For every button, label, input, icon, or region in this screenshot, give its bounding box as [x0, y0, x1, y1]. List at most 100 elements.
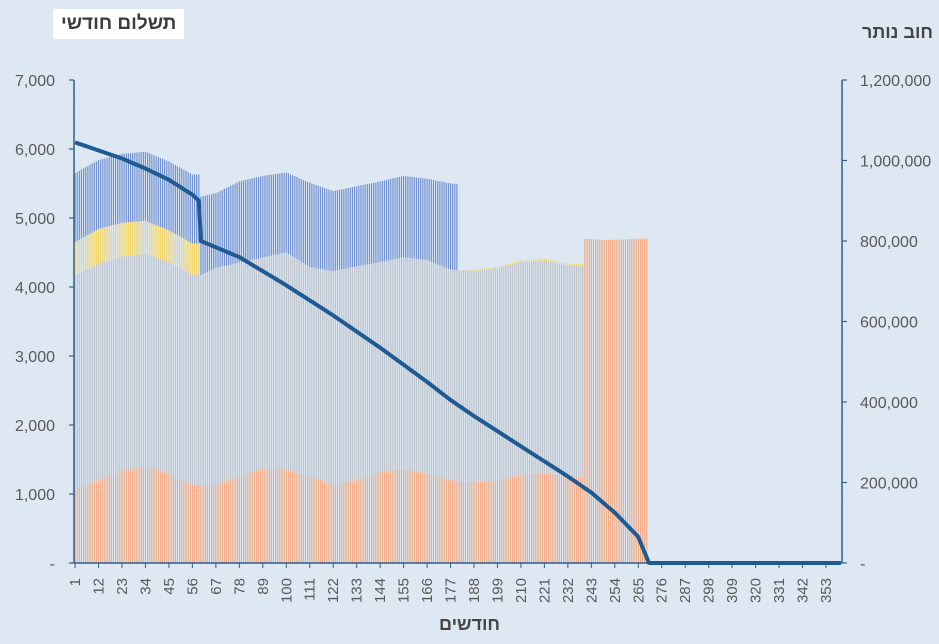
bar-series1-month-91 [266, 468, 268, 563]
bar-series2-month-49 [176, 266, 179, 478]
left-tick-label: 4,000 [15, 280, 55, 297]
bar-series1-month-140 [371, 474, 373, 563]
bar-series2-month-164 [422, 259, 424, 473]
bar-series1-month-168 [430, 474, 432, 563]
bar-series2-month-169 [432, 262, 435, 476]
bar-series2-month-120 [328, 270, 330, 483]
bar-series2-month-79 [240, 262, 243, 476]
bar-series2-month-207 [513, 263, 516, 477]
bar-series4-month-119 [326, 188, 328, 270]
bar-series3-month-202 [503, 265, 505, 267]
bar-series1-month-249 [603, 240, 605, 563]
bar-series3-month-186 [469, 269, 471, 271]
bar-series2-month-23 [121, 256, 123, 471]
bar-series3-month-203 [505, 264, 507, 267]
bar-series4-month-83 [249, 178, 251, 261]
x-tick-label: 232 [560, 578, 577, 603]
bar-series1-month-8 [89, 483, 91, 563]
right-tick-label: 1,200,000 [860, 73, 931, 90]
bar-series1-month-252 [609, 239, 612, 563]
x-tick-label: 144 [372, 578, 389, 603]
bar-series1-month-123 [334, 483, 336, 563]
bar-series2-month-146 [383, 261, 385, 472]
bar-series1-month-236 [575, 477, 577, 563]
bar-series4-month-169 [432, 179, 435, 263]
bar-series1-month-153 [398, 469, 400, 563]
x-tick-label: 276 [654, 578, 671, 603]
x-tick-label: 155 [396, 578, 413, 603]
bar-series4-month-126 [341, 189, 343, 270]
bar-series3-month-55 [189, 242, 191, 274]
bar-series1-month-22 [119, 471, 121, 563]
bar-series4-month-75 [232, 184, 234, 265]
bar-series1-month-2 [76, 488, 78, 563]
bar-series2-month-157 [407, 257, 409, 470]
bar-series4-month-40 [157, 157, 159, 227]
bar-series2-month-191 [479, 270, 481, 482]
bar-series1-month-188 [473, 482, 475, 563]
bar-series2-month-190 [477, 270, 479, 482]
bar-series1-month-125 [339, 482, 341, 563]
bar-series4-month-153 [398, 176, 400, 259]
bar-series2-month-8 [89, 267, 91, 484]
bar-series3-month-213 [526, 259, 528, 262]
bar-series1-month-138 [366, 476, 368, 563]
bar-series2-month-93 [270, 255, 272, 469]
bar-series2-month-228 [558, 263, 560, 476]
bar-series1-month-17 [108, 475, 110, 563]
bar-series4-month-84 [251, 178, 253, 260]
bar-series3-month-33 [142, 220, 144, 255]
bar-series3-month-32 [140, 221, 142, 255]
bar-series2-month-2 [76, 274, 78, 489]
bar-series1-month-58 [196, 485, 198, 563]
bar-series1-month-126 [341, 482, 343, 563]
bar-series3-month-219 [539, 259, 541, 262]
bar-series1-month-97 [279, 468, 281, 563]
bar-series1-month-20 [115, 473, 117, 563]
x-tick-label: 45 [161, 578, 178, 595]
bar-series2-month-127 [343, 268, 345, 483]
bar-series2-month-117 [321, 269, 324, 481]
bar-series3-month-2 [76, 240, 78, 275]
bar-series1-month-92 [268, 468, 270, 563]
bar-series2-month-78 [238, 262, 240, 477]
bar-series2-month-166 [426, 260, 428, 474]
bar-series2-month-87 [257, 258, 260, 470]
bar-series4-month-71 [223, 188, 225, 266]
bar-series3-month-193 [484, 268, 486, 270]
bar-series1-month-90 [264, 468, 266, 563]
bar-series1-month-134 [358, 479, 360, 563]
bar-series4-month-95 [275, 174, 277, 255]
bar-series1-month-95 [275, 468, 277, 563]
bar-series1-month-237 [577, 477, 580, 563]
bar-series1-month-179 [454, 480, 456, 563]
bar-series2-month-124 [336, 270, 339, 484]
bar-series3-month-199 [496, 266, 499, 269]
bar-series4-month-152 [396, 177, 398, 259]
right-tick-label: 400,000 [860, 395, 918, 412]
bar-series1-month-257 [620, 239, 622, 563]
bar-series2-month-105 [296, 259, 298, 473]
bar-series3-month-39 [155, 225, 157, 258]
bar-series2-month-44 [166, 261, 168, 473]
bar-series1-month-16 [106, 476, 108, 563]
bar-series3-month-228 [558, 261, 560, 264]
bar-series4-month-35 [147, 152, 149, 222]
bar-series4-month-92 [268, 174, 270, 257]
bar-series3-month-49 [176, 235, 179, 267]
bar-series1-month-199 [496, 480, 499, 563]
bar-series3-month-44 [166, 229, 168, 262]
bar-series1-month-77 [236, 476, 238, 563]
bar-series3-month-43 [164, 228, 166, 261]
bar-series1-month-129 [347, 481, 349, 563]
bar-series4-month-179 [454, 183, 456, 270]
bar-series2-month-179 [454, 270, 456, 481]
bar-series4-month-9 [91, 163, 93, 233]
bar-series3-month-217 [535, 259, 537, 262]
bar-series1-month-226 [554, 474, 556, 563]
bar-series3-month-222 [545, 259, 548, 262]
right-tick-label: 600,000 [860, 315, 918, 332]
bar-series1-month-254 [614, 239, 616, 563]
bar-series2-month-35 [147, 254, 149, 468]
bar-series1-month-120 [328, 482, 330, 563]
